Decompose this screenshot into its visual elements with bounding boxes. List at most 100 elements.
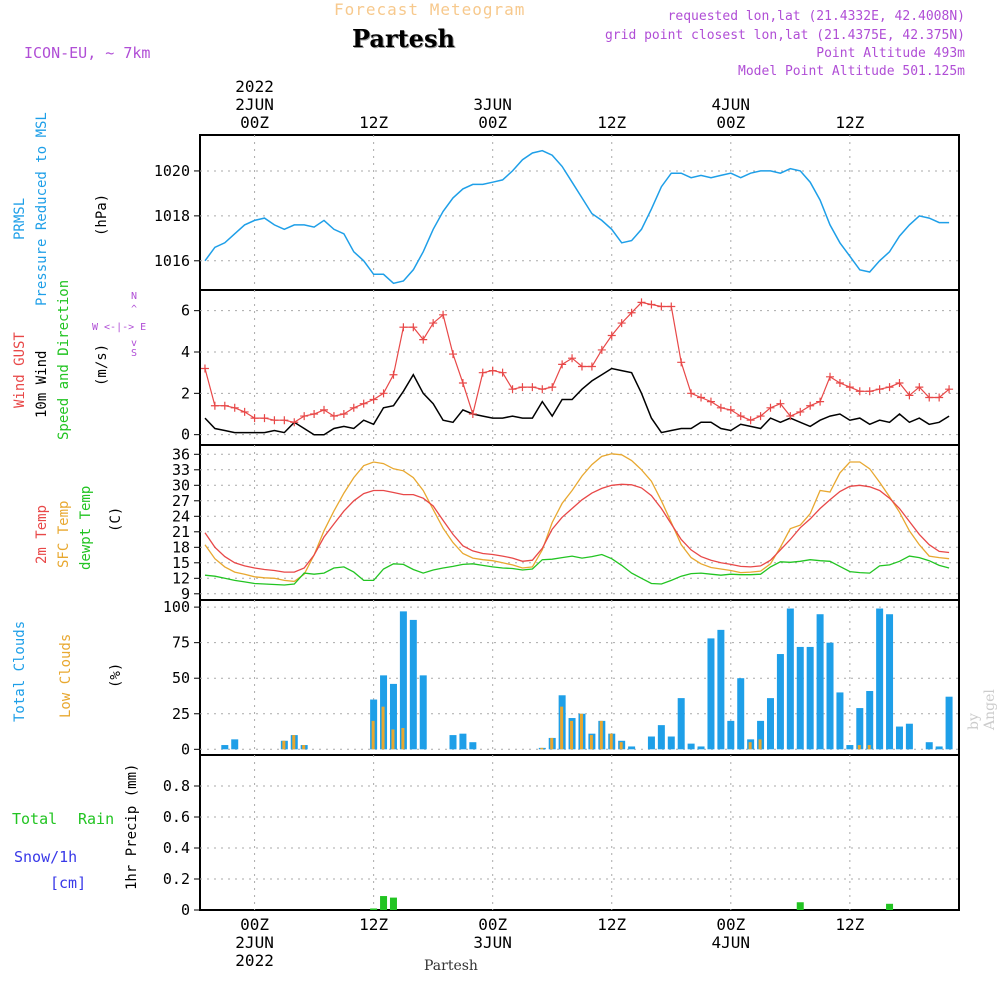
gust-point [439, 310, 448, 319]
pressure-panel: 1016 1018 1020 [154, 134, 960, 291]
cloud-label-total: Total Clouds [12, 621, 28, 722]
bottom-tick-label: 00Z [240, 915, 269, 934]
total-clouds-bar [816, 614, 824, 750]
compass-south-arrow: v [131, 338, 137, 349]
cloud-label-low: Low Clouds [58, 634, 74, 718]
low-clouds-bar [589, 735, 593, 750]
gust-point [419, 335, 428, 344]
gust-point [339, 410, 348, 418]
gust-point [320, 405, 329, 414]
gust-point [637, 298, 646, 307]
low-clouds-bar [609, 733, 613, 750]
low-clouds-bar [292, 735, 296, 750]
wind-speed-series-line [204, 367, 950, 436]
total-clouds-bar [935, 746, 943, 750]
y-tick-label: 12 [172, 569, 190, 587]
bottom-tick-label: 12Z [835, 915, 864, 934]
bottom-day-label: 3JUN [473, 933, 512, 952]
y-tick-label: 6 [181, 302, 190, 320]
y-tick-label: 100 [163, 598, 190, 616]
precip-panel-frame [199, 754, 960, 911]
sfc-temp-series-line [204, 453, 950, 583]
total-clouds-bar [727, 720, 735, 750]
gust-point [816, 397, 825, 406]
top-tick-label: 12Z [835, 113, 864, 132]
point-altitude: Point Altitude 493m [816, 46, 965, 61]
bottom-tick-label: 12Z [597, 915, 626, 934]
total-clouds-bar [866, 691, 874, 750]
gust-point [577, 362, 586, 371]
compass-north-arrow: ^ [131, 304, 137, 315]
wind-label-dir: Speed and Direction [56, 280, 72, 440]
gust-point [875, 385, 884, 394]
gust-point [756, 412, 765, 421]
requested-coordinates: requested lon,lat (21.4332E, 42.4008N) [667, 9, 965, 24]
total-clouds-bar [409, 619, 417, 750]
gust-point [855, 387, 864, 396]
gust-point [260, 414, 269, 423]
gust-point [736, 412, 745, 421]
y-tick-label: 15 [172, 554, 190, 572]
gust-point [498, 368, 507, 377]
low-clouds-bar [302, 745, 306, 750]
total-clouds-bar [687, 743, 695, 750]
y-tick-label: 0.4 [163, 839, 190, 857]
compass-south: S [131, 348, 137, 359]
low-clouds-bar [401, 727, 405, 750]
low-clouds-bar [619, 742, 623, 750]
gust-point [399, 323, 408, 332]
gust-point [945, 385, 954, 394]
total-clouds-bar [231, 739, 239, 750]
gust-point [617, 319, 626, 328]
low-clouds-bar [540, 747, 544, 750]
precip-unit: 1hr Precip (mm) [124, 764, 140, 890]
gust-point [458, 379, 467, 387]
gust-point [548, 383, 557, 392]
precip-label-rain: Rain [78, 810, 114, 828]
gust-point [568, 354, 577, 363]
total-clouds-bar [925, 742, 933, 750]
forecast-meteogram-title: Forecast Meteogram [334, 0, 526, 19]
total-clouds-bar [419, 675, 427, 750]
total-clouds-bar [776, 654, 784, 750]
gust-point [726, 405, 735, 414]
rain-bar [389, 897, 397, 910]
total-clouds-bar [657, 725, 665, 750]
gust-point [369, 395, 378, 404]
temp-unit: (C) [108, 507, 124, 532]
gust-point [210, 401, 219, 410]
top-year-label: 2022 [235, 77, 274, 96]
model-label: ICON-EU, ~ 7km [24, 44, 151, 62]
low-clouds-bar [857, 745, 861, 750]
precip-labels: Total Rain Snow/1h [cm] 1hr Precip (mm) [12, 764, 140, 892]
y-tick-label: 4 [181, 343, 190, 361]
y-tick-label: 0 [181, 901, 190, 919]
gust-point [359, 399, 368, 408]
gust-point [806, 401, 815, 410]
gust-point [657, 302, 666, 311]
total-clouds-bar [796, 646, 804, 750]
bottom-tick-label: 00Z [716, 915, 745, 934]
model-point-altitude: Model Point Altitude 501.125m [738, 64, 965, 79]
rain-bar [370, 908, 378, 910]
y-tick-label: 24 [172, 507, 190, 525]
total-clouds-bar [667, 736, 675, 750]
wind-panel-frame [199, 289, 960, 446]
gust-point [716, 403, 725, 412]
rain-bar [380, 896, 388, 910]
y-tick-label: 21 [172, 523, 190, 541]
total-clouds-bar [876, 608, 884, 750]
cloud-unit: (%) [108, 663, 124, 688]
bottom-tick-label: 00Z [478, 915, 507, 934]
top-day-label: 4JUN [712, 95, 751, 114]
y-tick-label: 2 [181, 384, 190, 402]
clouds-panel: 0 25 50 75 100 [163, 598, 960, 758]
top-tick-label: 12Z [359, 113, 388, 132]
gust-point [538, 385, 547, 394]
gust-point [379, 389, 388, 398]
y-tick-label: 30 [172, 476, 190, 494]
low-clouds-bar [550, 737, 554, 750]
pressure-label-1: PRMSL [12, 198, 28, 240]
gust-point [349, 403, 358, 412]
